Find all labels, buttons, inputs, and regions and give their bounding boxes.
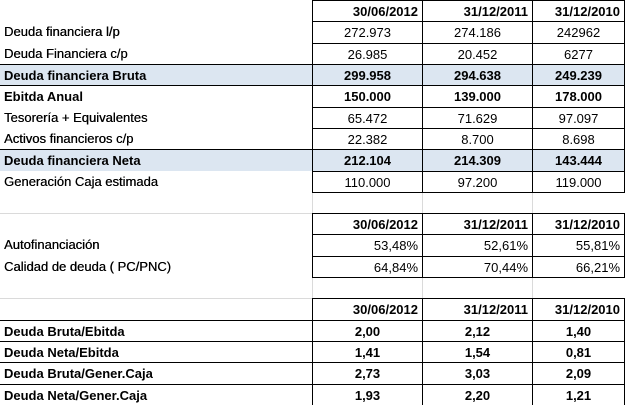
value-cell: 143.444 [532,149,625,172]
row-label: Deuda Bruta/Gener.Caja [0,362,312,385]
column-header: 31/12/2011 [422,213,532,236]
value-cell: 8.700 [422,127,532,151]
value-cell: 1,93 [312,383,422,405]
value-cell: 71.629 [422,106,532,129]
gridline [532,0,533,405]
value-cell: 66,21% [532,255,625,279]
value-cell: 212.104 [312,149,422,172]
row-label: Deuda Neta/Gener.Caja [0,383,312,405]
value-cell: 2,00 [312,319,422,343]
value-cell: 214.309 [422,149,532,172]
column-header: 30/06/2012 [312,213,422,236]
value-cell: 294.638 [422,63,532,87]
row-label: Calidad de deuda ( PC/PNC) [0,255,312,279]
value-cell: 2,09 [532,362,625,385]
row-label: Deuda Neta/Ebitda [0,341,312,364]
value-cell: 64,84% [312,255,422,279]
row-label: Activos financieros c/p [0,127,312,151]
row-label: Deuda Financiera c/p [0,42,312,65]
column-header: 31/12/2011 [422,298,532,321]
empty-header [0,0,312,22]
value-cell: 70,44% [422,255,532,279]
value-cell: 1,41 [312,341,422,364]
value-cell: 6277 [532,42,625,65]
value-cell: 0,81 [532,341,625,364]
value-cell: 1,54 [422,341,532,364]
value-cell: 2,12 [422,319,532,343]
value-cell: 55,81% [532,234,625,257]
value-cell: 110.000 [312,170,422,193]
value-cell: 274.186 [422,21,532,44]
value-cell: 22.382 [312,127,422,151]
value-cell: 65.472 [312,106,422,129]
row-label: Generación Caja estimada [0,170,312,193]
value-cell: 20.452 [422,42,532,65]
column-header: 30/06/2012 [312,298,422,321]
row-label: Ebitda Anual [0,85,312,108]
column-header: 31/12/2011 [422,0,532,23]
value-cell: 119.000 [532,170,625,193]
value-cell: 26.985 [312,42,422,65]
value-cell: 2,20 [422,383,532,405]
column-header: 31/12/2010 [532,213,625,236]
column-header: 31/12/2010 [532,0,625,23]
value-cell: 249.239 [532,63,625,87]
value-cell: 1,40 [532,319,625,343]
row-label: Deuda financiera Neta [0,149,312,172]
row-label: Tesorería + Equivalentes [0,106,312,129]
empty-header [0,298,312,320]
column-header: 31/12/2010 [532,298,625,321]
empty-header [0,213,312,235]
value-cell: 2,73 [312,362,422,385]
value-cell: 242962 [532,21,625,44]
gridline [422,0,423,405]
value-cell: 3,03 [422,362,532,385]
value-cell: 52,61% [422,234,532,257]
gridline [312,0,313,405]
value-cell: 1,21 [532,383,625,405]
row-label: Deuda financiera Bruta [0,63,312,87]
value-cell: 97.097 [532,106,625,129]
value-cell: 139.000 [422,85,532,108]
row-label: Autofinanciación [0,234,312,257]
value-cell: 97.200 [422,170,532,193]
value-cell: 272.973 [312,21,422,44]
row-label: Deuda financiera l/p [0,21,312,44]
value-cell: 150.000 [312,85,422,108]
value-cell: 178.000 [532,85,625,108]
row-label: Deuda Bruta/Ebitda [0,319,312,343]
value-cell: 53,48% [312,234,422,257]
value-cell: 299.958 [312,63,422,87]
column-header: 30/06/2012 [312,0,422,23]
value-cell: 8.698 [532,127,625,151]
